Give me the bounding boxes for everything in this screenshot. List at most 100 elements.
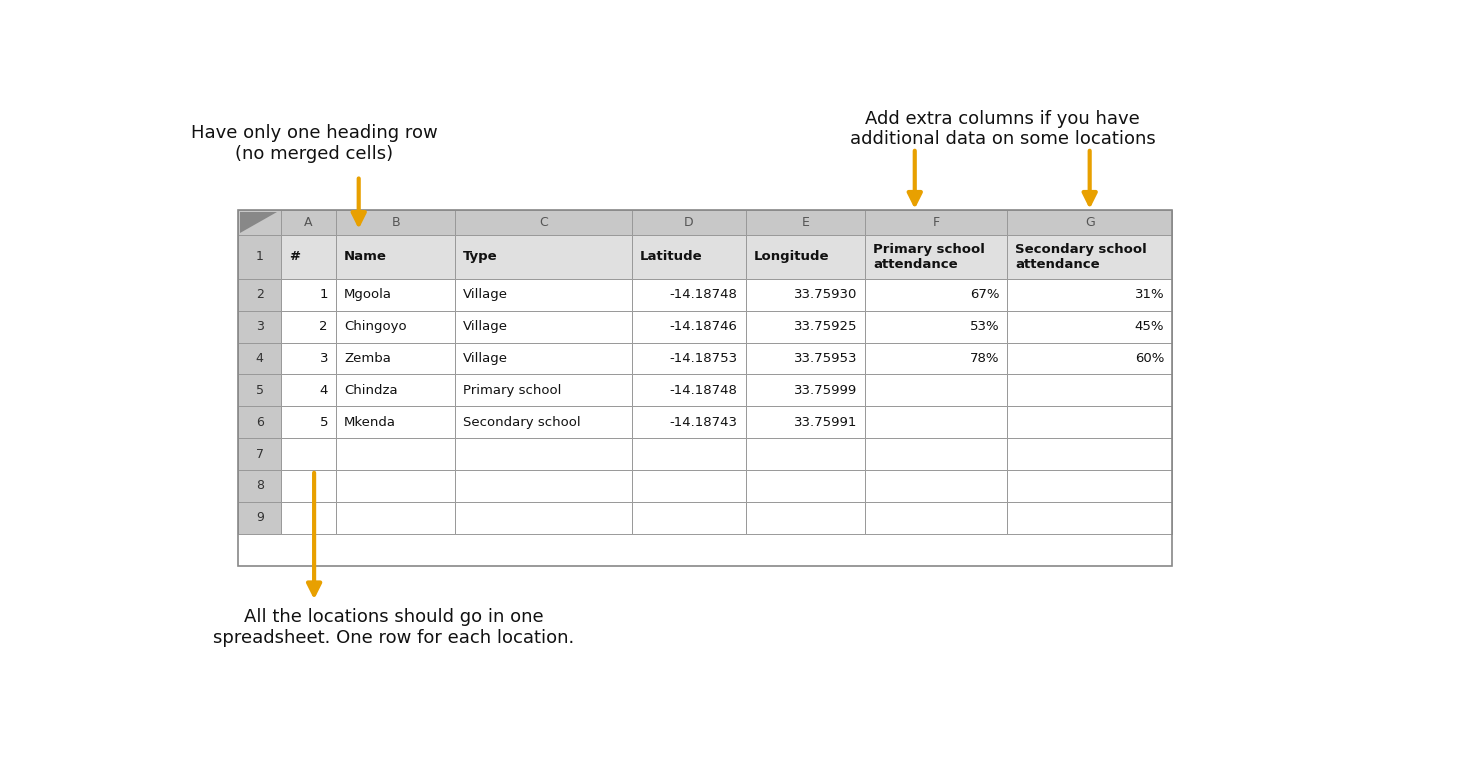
Text: -14.18746: -14.18746 bbox=[669, 320, 737, 333]
Bar bbox=[1007, 279, 1171, 311]
Text: 33.75999: 33.75999 bbox=[794, 384, 857, 397]
Text: 6: 6 bbox=[255, 416, 264, 429]
Text: Primary school: Primary school bbox=[464, 384, 562, 397]
Bar bbox=[336, 502, 455, 534]
Text: A: A bbox=[304, 216, 313, 229]
Bar bbox=[282, 234, 336, 279]
Text: 31%: 31% bbox=[1135, 288, 1164, 301]
Bar bbox=[455, 279, 631, 311]
Bar bbox=[238, 438, 282, 470]
Text: 33.75953: 33.75953 bbox=[794, 352, 857, 365]
Text: Mkenda: Mkenda bbox=[344, 416, 396, 429]
Text: 1: 1 bbox=[320, 288, 327, 301]
Bar bbox=[1007, 210, 1171, 234]
Bar bbox=[336, 470, 455, 502]
Text: -14.18753: -14.18753 bbox=[669, 352, 737, 365]
Text: 1: 1 bbox=[255, 250, 264, 264]
Bar bbox=[631, 311, 746, 342]
Text: Zemba: Zemba bbox=[344, 352, 390, 365]
Bar bbox=[238, 279, 282, 311]
Bar bbox=[631, 375, 746, 406]
Bar bbox=[746, 406, 865, 438]
Text: -14.18743: -14.18743 bbox=[669, 416, 737, 429]
Text: 67%: 67% bbox=[970, 288, 1000, 301]
Bar bbox=[1007, 311, 1171, 342]
Bar bbox=[455, 375, 631, 406]
Text: 53%: 53% bbox=[969, 320, 1000, 333]
Bar bbox=[1007, 234, 1171, 279]
Bar bbox=[865, 210, 1007, 234]
Text: D: D bbox=[684, 216, 693, 229]
Text: C: C bbox=[539, 216, 548, 229]
Bar bbox=[746, 470, 865, 502]
Text: 33.75925: 33.75925 bbox=[794, 320, 857, 333]
Bar bbox=[631, 210, 746, 234]
Polygon shape bbox=[241, 212, 277, 233]
Bar bbox=[1007, 406, 1171, 438]
Bar bbox=[746, 234, 865, 279]
Bar bbox=[238, 311, 282, 342]
Text: #: # bbox=[289, 250, 301, 264]
Text: 8: 8 bbox=[255, 480, 264, 493]
Bar bbox=[238, 502, 282, 534]
Bar bbox=[336, 375, 455, 406]
Text: Have only one heading row
(no merged cells): Have only one heading row (no merged cel… bbox=[191, 124, 437, 163]
Bar bbox=[455, 234, 631, 279]
Bar bbox=[1007, 502, 1171, 534]
Bar bbox=[1007, 470, 1171, 502]
Text: Village: Village bbox=[464, 320, 508, 333]
Text: 9: 9 bbox=[255, 511, 264, 524]
Text: Name: Name bbox=[344, 250, 386, 264]
Bar bbox=[631, 342, 746, 375]
Text: 3: 3 bbox=[320, 352, 327, 365]
Bar bbox=[865, 342, 1007, 375]
Text: 2: 2 bbox=[320, 320, 327, 333]
Bar bbox=[455, 210, 631, 234]
Bar bbox=[631, 406, 746, 438]
Bar bbox=[865, 470, 1007, 502]
Bar bbox=[282, 210, 336, 234]
Text: 60%: 60% bbox=[1135, 352, 1164, 365]
Bar bbox=[746, 342, 865, 375]
Bar bbox=[865, 406, 1007, 438]
Bar bbox=[282, 375, 336, 406]
Bar bbox=[336, 438, 455, 470]
Text: -14.18748: -14.18748 bbox=[669, 288, 737, 301]
Bar bbox=[455, 311, 631, 342]
Bar bbox=[282, 470, 336, 502]
Bar bbox=[631, 502, 746, 534]
Bar bbox=[336, 210, 455, 234]
Bar bbox=[746, 502, 865, 534]
Bar bbox=[865, 502, 1007, 534]
Text: Latitude: Latitude bbox=[640, 250, 702, 264]
Text: 2: 2 bbox=[255, 288, 264, 301]
Text: Primary school
attendance: Primary school attendance bbox=[873, 243, 985, 270]
Bar bbox=[746, 438, 865, 470]
Bar bbox=[238, 406, 282, 438]
Bar bbox=[336, 342, 455, 375]
Bar bbox=[865, 375, 1007, 406]
Bar bbox=[282, 502, 336, 534]
Text: Secondary school: Secondary school bbox=[464, 416, 581, 429]
Text: 5: 5 bbox=[255, 384, 264, 397]
Text: Mgoola: Mgoola bbox=[344, 288, 392, 301]
Bar bbox=[865, 311, 1007, 342]
Text: Chindza: Chindza bbox=[344, 384, 398, 397]
Bar bbox=[282, 406, 336, 438]
Text: Add extra columns if you have
additional data on some locations: Add extra columns if you have additional… bbox=[850, 110, 1155, 149]
Bar bbox=[631, 234, 746, 279]
Bar bbox=[1007, 438, 1171, 470]
Bar bbox=[1007, 342, 1171, 375]
Text: G: G bbox=[1085, 216, 1095, 229]
Bar bbox=[238, 342, 282, 375]
Text: All the locations should go in one
spreadsheet. One row for each location.: All the locations should go in one sprea… bbox=[213, 608, 574, 647]
Bar bbox=[238, 210, 1171, 565]
Bar bbox=[336, 279, 455, 311]
Bar bbox=[455, 470, 631, 502]
Text: -14.18748: -14.18748 bbox=[669, 384, 737, 397]
Bar bbox=[746, 210, 865, 234]
Text: Village: Village bbox=[464, 352, 508, 365]
Text: 4: 4 bbox=[320, 384, 327, 397]
Bar bbox=[282, 311, 336, 342]
Bar bbox=[455, 342, 631, 375]
